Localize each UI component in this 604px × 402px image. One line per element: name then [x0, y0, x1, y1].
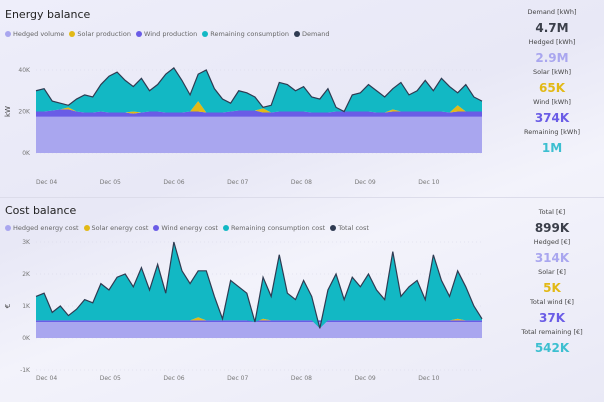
kpi-value: 2.9M	[535, 51, 569, 65]
energy-title: Energy balance	[5, 8, 91, 21]
kpi-value: 374K	[534, 111, 570, 125]
wind-area	[36, 320, 482, 322]
legend-hedged[interactable]: Hedged volume	[5, 30, 64, 38]
wind-area	[36, 109, 482, 117]
charts-svg: 0K 20K 40K kW Dec 04 Dec 05 Dec 06 Dec 07 Dec 08…	[4, 67, 483, 382]
kpi-value: 37K	[539, 311, 565, 325]
kpi-label: Total [€]	[538, 208, 566, 216]
x-tick-label: Dec 04	[36, 375, 57, 382]
kpi-label: Wind [kWh]	[533, 98, 571, 106]
x-tick-label: Dec 07	[227, 375, 248, 382]
hedged-area	[36, 116, 482, 153]
kpi-value: 65K	[539, 81, 565, 95]
cost-kpis: Total [€] 899K Hedged [€] 314K Solar [€] 5K To…	[500, 208, 604, 358]
y-tick-label: 20K	[18, 109, 31, 116]
x-tick-label: Dec 06	[163, 375, 184, 382]
y-tick-label: -1K	[20, 367, 31, 374]
kpi-label: Demand [kWh]	[527, 8, 577, 16]
y-tick-label: 1K	[22, 303, 31, 310]
y-tick-label: 0K	[22, 150, 31, 157]
y-axis-label: €	[4, 304, 12, 308]
x-tick-label: Dec 07	[227, 179, 248, 186]
kpi-value: 1M	[541, 141, 563, 155]
x-tick-label: Dec 09	[355, 179, 376, 186]
total-line	[35, 241, 483, 329]
kpi-value: 314K	[534, 251, 570, 265]
y-tick-label: 2K	[22, 271, 31, 278]
legend-solar-cost[interactable]: Solar energy cost	[83, 224, 148, 232]
y-tick-label: 0K	[22, 335, 31, 342]
kpi-value: 4.7M	[535, 21, 569, 35]
x-tick-label: Dec 06	[163, 179, 184, 186]
y-tick-label: 40K	[18, 67, 31, 74]
x-tick-label: Dec 10	[418, 179, 439, 186]
x-tick-label: Dec 05	[100, 375, 121, 382]
cost-title: Cost balance	[5, 204, 77, 217]
x-tick-label: Dec 09	[355, 375, 376, 382]
legend-hedged-cost[interactable]: Hedged energy cost	[5, 224, 79, 232]
remaining-area	[36, 242, 482, 329]
x-tick-label: Dec 08	[291, 375, 312, 382]
kpi-label: Hedged [kWh]	[528, 38, 576, 46]
kpi-label: Solar [€]	[538, 268, 566, 276]
legend-wind-cost[interactable]: Wind energy cost	[153, 224, 218, 232]
kpi-label: Hedged [€]	[533, 238, 571, 246]
x-tick-label: Dec 10	[418, 375, 439, 382]
total-line	[35, 67, 483, 113]
legend-remaining[interactable]: Remaining consumption	[202, 30, 289, 38]
hedged-area	[36, 322, 482, 338]
divider	[0, 197, 604, 198]
kpi-label: Total wind [€]	[530, 298, 574, 306]
cost-legend: Hedged energy cost Solar energy cost Win…	[5, 224, 369, 232]
y-axis-label: kW	[4, 106, 12, 117]
kpi-value: 899K	[534, 221, 570, 235]
x-tick-label: Dec 05	[100, 179, 121, 186]
solar-area	[36, 101, 482, 114]
kpi-value: 542K	[534, 341, 570, 355]
legend-remaining-cost[interactable]: Remaining consumption cost	[222, 224, 325, 232]
kpi-label: Total remaining [€]	[521, 328, 583, 336]
legend-solar[interactable]: Solar production	[69, 30, 131, 38]
legend-total-cost[interactable]: Total cost	[330, 224, 369, 232]
kpi-value: 5K	[543, 281, 561, 295]
x-tick-label: Dec 08	[291, 179, 312, 186]
kpi-label: Remaining [kWh]	[524, 128, 580, 136]
legend-demand[interactable]: Demand	[293, 30, 330, 38]
y-tick-label: 3K	[22, 239, 31, 246]
energy-legend: Hedged volume Solar production Wind prod…	[5, 30, 330, 38]
legend-wind[interactable]: Wind production	[135, 30, 197, 38]
x-tick-label: Dec 04	[36, 179, 57, 186]
energy-kpis: Demand [kWh] 4.7M Hedged [kWh] 2.9M Solar [k…	[500, 8, 604, 158]
remaining-area	[36, 67, 482, 113]
kpi-label: Solar [kWh]	[532, 68, 571, 76]
